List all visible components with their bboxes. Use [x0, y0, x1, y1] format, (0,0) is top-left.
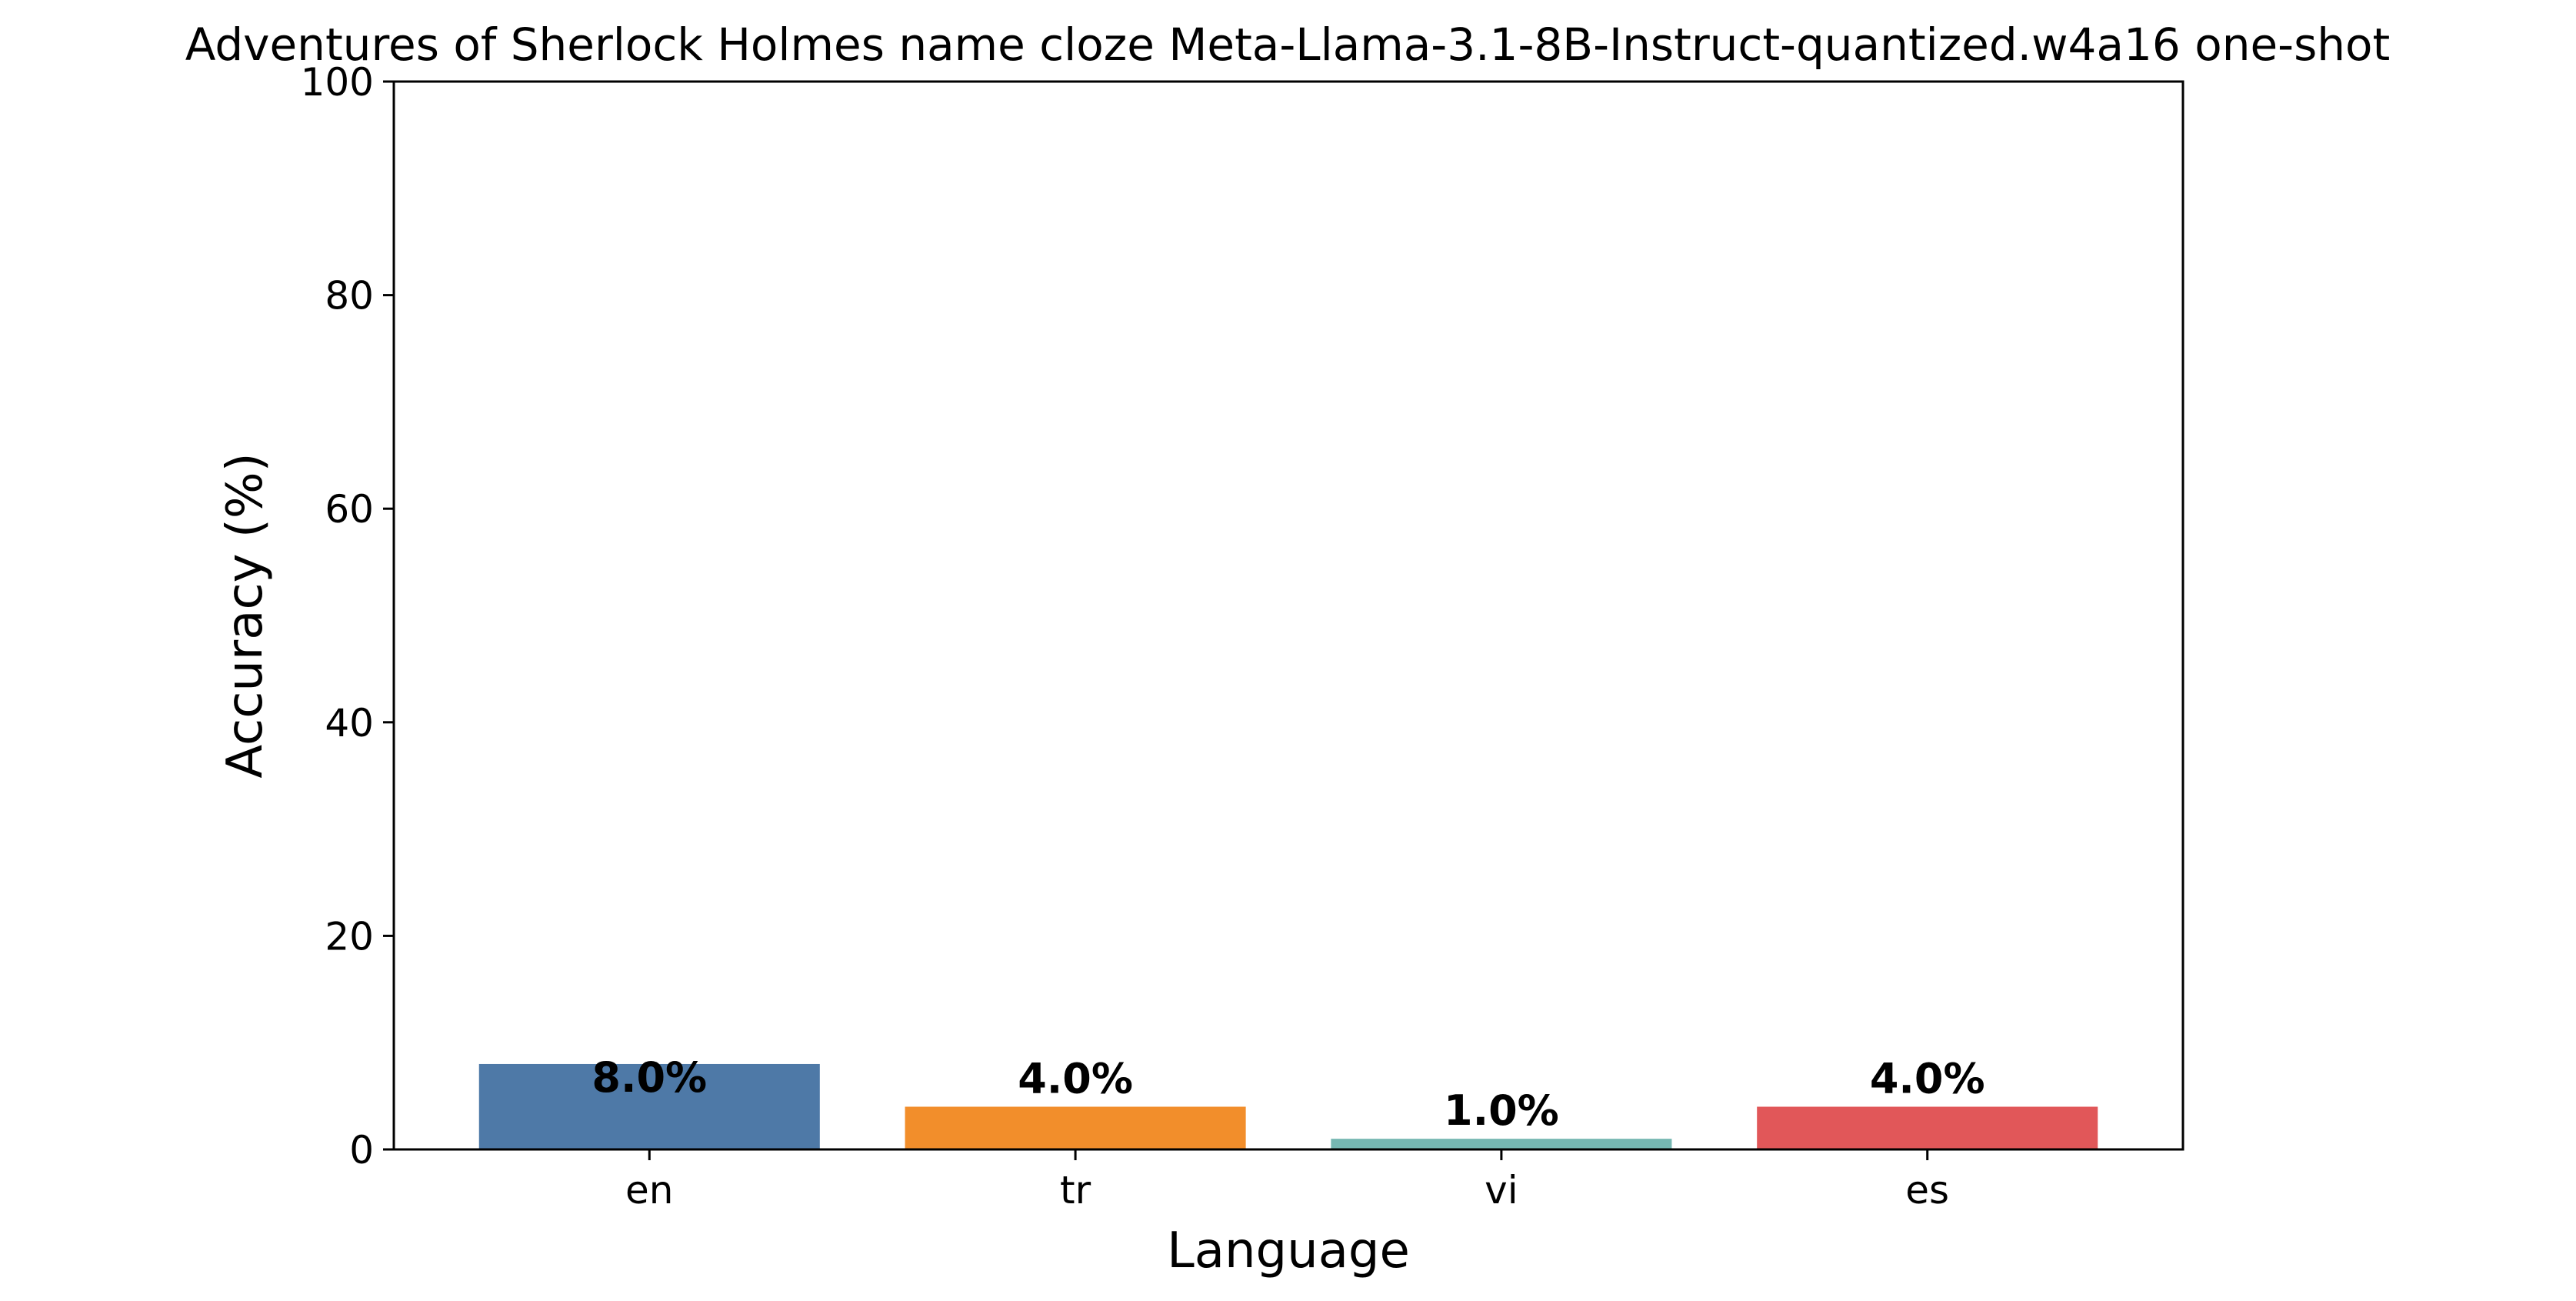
- data-label-en: 8.0%: [592, 1053, 707, 1102]
- data-labels-layer: 8.0% 4.0% 1.0% 4.0%: [592, 1053, 1984, 1135]
- y-tick-label-20: 20: [325, 914, 374, 959]
- x-tick-label-tr: tr: [1060, 1168, 1091, 1213]
- bars-layer: [478, 1063, 2098, 1149]
- x-axis: en tr vi es: [625, 1149, 1949, 1213]
- y-tick-label-40: 40: [325, 701, 374, 746]
- chart-title: Adventures of Sherlock Holmes name cloze…: [185, 18, 2391, 71]
- bar-tr: [905, 1106, 1246, 1149]
- y-tick-label-80: 80: [325, 274, 374, 319]
- data-label-es: 4.0%: [1870, 1054, 1985, 1103]
- bar-en: [478, 1063, 820, 1149]
- x-tick-label-en: en: [625, 1168, 673, 1213]
- x-tick-label-vi: vi: [1485, 1168, 1518, 1213]
- y-axis-label: Accuracy (%): [217, 452, 274, 778]
- data-label-vi: 1.0%: [1444, 1086, 1559, 1135]
- data-label-tr: 4.0%: [1018, 1054, 1133, 1103]
- plot-frame: [392, 80, 2184, 1151]
- x-axis-label: Language: [1167, 1223, 1410, 1279]
- bar-vi: [1331, 1139, 1672, 1149]
- y-axis: 0 20 40 60 80 100: [301, 60, 394, 1173]
- y-tick-label-60: 60: [325, 487, 374, 532]
- bar-es: [1757, 1106, 2098, 1149]
- y-tick-label-0: 0: [349, 1128, 374, 1173]
- y-tick-label-100: 100: [301, 60, 374, 105]
- x-tick-label-es: es: [1905, 1168, 1949, 1213]
